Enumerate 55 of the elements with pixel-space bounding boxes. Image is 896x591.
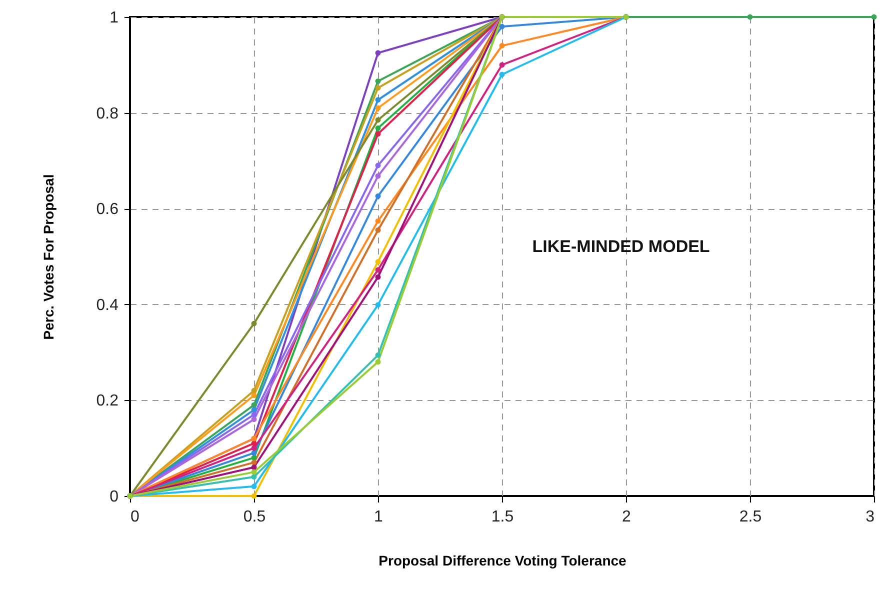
point: [375, 97, 381, 103]
point: [375, 227, 381, 233]
x-axis-title: Proposal Difference Voting Tolerance: [378, 552, 627, 568]
point: [375, 274, 381, 280]
y-tick-label: 0.2: [96, 392, 119, 410]
point: [375, 302, 381, 308]
y-tick-label: 0: [110, 488, 119, 506]
point: [251, 407, 257, 413]
point: [499, 43, 505, 48]
point: [251, 392, 257, 398]
point: [251, 493, 257, 499]
y-tick-label: 0.8: [96, 105, 119, 122]
point: [251, 450, 257, 456]
point: [499, 24, 505, 30]
point: [251, 416, 257, 422]
x-tick-label: 1.5: [491, 508, 514, 526]
point: [251, 484, 257, 490]
point: [251, 388, 257, 394]
x-tick-label: 1: [374, 508, 384, 526]
point: [375, 78, 381, 84]
point: [375, 117, 381, 123]
point: [375, 125, 381, 131]
y-tick-label: 0.4: [96, 296, 119, 314]
x-tick-label: 2.5: [739, 508, 762, 526]
point: [375, 193, 381, 199]
point: [375, 359, 381, 365]
point: [251, 320, 257, 326]
point: [251, 412, 257, 418]
point: [499, 72, 505, 78]
x-tick-label: 3: [866, 508, 875, 526]
x-tick-label: 0.5: [243, 508, 266, 526]
x-tick-label: 0: [130, 508, 140, 526]
y-tick-label: 1: [110, 10, 119, 26]
point: [499, 62, 505, 68]
point: [375, 50, 381, 56]
point: [375, 162, 381, 168]
point: [251, 469, 257, 475]
point: [375, 267, 381, 273]
point: [251, 460, 257, 466]
point: [375, 259, 381, 265]
point: [375, 218, 381, 224]
point: [251, 474, 257, 480]
y-axis-title: Perc. Votes For Proposal: [40, 174, 56, 340]
x-tick-label: 2: [622, 508, 632, 526]
point: [375, 131, 381, 137]
annotation: LIKE-MINDED MODEL: [532, 236, 710, 256]
point: [747, 14, 753, 20]
point: [375, 173, 381, 179]
point: [375, 105, 381, 111]
point: [375, 85, 381, 91]
y-tick-label: 0.6: [96, 201, 119, 218]
point: [375, 352, 381, 358]
point: [251, 464, 257, 470]
point: [251, 445, 257, 451]
point: [871, 14, 877, 20]
